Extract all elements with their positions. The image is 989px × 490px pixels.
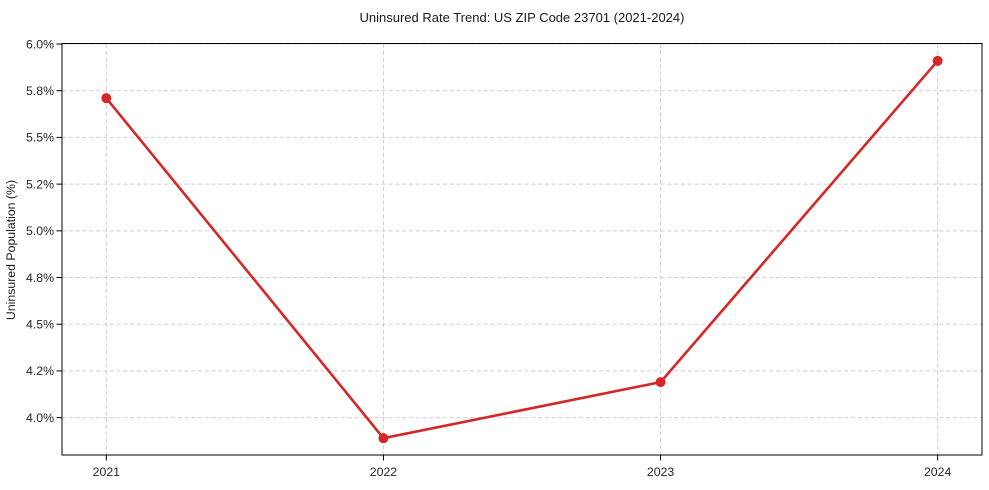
- y-tick-label: 5.5%: [26, 131, 54, 145]
- data-point: [932, 55, 943, 66]
- y-tick-label: 6.0%: [26, 37, 54, 51]
- gridlines-layer: [62, 43, 982, 455]
- series-layer: [101, 55, 943, 444]
- ticks-layer: 4.0% 4.2% 4.5% 4.8% 5.0% 5.2% 5.5% 5.8% 6.0% 2021…: [26, 37, 952, 479]
- plot-border: [61, 43, 983, 456]
- y-tick-label: 5.2%: [26, 177, 54, 191]
- x-tick-label: 2024: [924, 465, 952, 479]
- trend-line: [105, 59, 939, 440]
- y-tick-label: 4.0%: [26, 411, 54, 425]
- y-tick-label: 4.5%: [26, 318, 54, 332]
- y-tick-label: 4.8%: [26, 271, 54, 285]
- y-axis-label: Uninsured Population (%): [4, 180, 18, 320]
- data-point: [655, 377, 666, 388]
- y-tick-label: 4.2%: [26, 364, 54, 378]
- y-tick-label: 5.8%: [26, 84, 54, 98]
- data-point: [378, 433, 389, 444]
- y-tick-label: 5.0%: [26, 224, 54, 238]
- x-tick-label: 2022: [370, 465, 398, 479]
- x-tick-label: 2023: [647, 465, 675, 479]
- data-point: [101, 93, 112, 104]
- chart-title: Uninsured Rate Trend: US ZIP Code 23701 …: [360, 10, 685, 25]
- x-tick-label: 2021: [93, 465, 121, 479]
